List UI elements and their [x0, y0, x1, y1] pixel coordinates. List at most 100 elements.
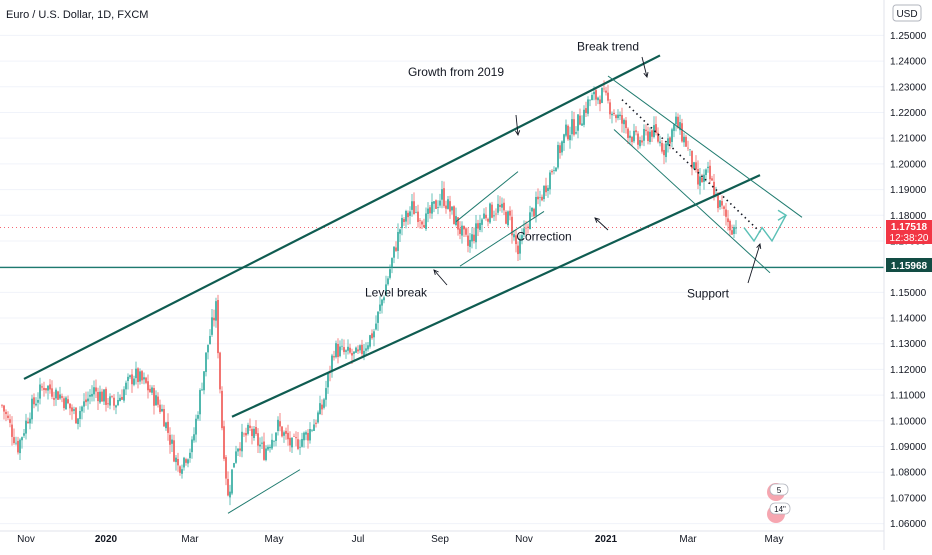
candle-body — [413, 201, 415, 215]
candle-body — [117, 400, 119, 406]
annotation-label: Growth from 2019 — [408, 65, 504, 79]
candle-body — [601, 88, 603, 103]
y-tick-label: 1.22000 — [890, 108, 927, 119]
candle-body — [507, 211, 509, 226]
annotation-arrow — [747, 243, 761, 284]
candle-body — [383, 297, 385, 301]
candle-body — [185, 459, 187, 463]
candle-body — [479, 222, 481, 230]
correction-lower-line[interactable] — [459, 210, 545, 267]
candle-body — [671, 129, 673, 142]
candle-body — [233, 463, 235, 468]
currency-button[interactable]: USD — [892, 4, 922, 22]
current-price-value: 1.17518 — [891, 222, 928, 233]
candle-body — [149, 388, 151, 393]
candle-body — [393, 246, 395, 258]
candle-body — [33, 397, 35, 405]
candle-body — [363, 350, 365, 356]
candle-body — [385, 284, 387, 296]
candle-body — [169, 434, 171, 445]
candle-body — [627, 128, 629, 138]
candle-body — [631, 136, 633, 143]
candle-body — [679, 122, 681, 131]
candle-body — [57, 391, 59, 400]
candle-body — [609, 102, 611, 115]
candle-body — [705, 169, 707, 176]
candle-body — [121, 396, 123, 400]
annotation-arrowhead — [594, 217, 600, 223]
descending-channel-upper[interactable] — [607, 75, 803, 218]
candle-body — [517, 245, 519, 255]
candle-body — [475, 223, 477, 243]
candle-body — [407, 212, 409, 218]
wedge-support-line[interactable] — [227, 469, 301, 514]
candle-body — [505, 211, 507, 224]
candle-body — [161, 408, 163, 412]
candle-body — [499, 204, 501, 207]
candle-body — [101, 391, 103, 402]
candle-body — [395, 247, 397, 251]
correction-upper-line[interactable] — [455, 171, 519, 223]
candle-body — [353, 351, 355, 354]
candle-body — [493, 215, 495, 217]
candle-body — [491, 204, 493, 218]
candle-body — [573, 119, 575, 135]
candle-body — [137, 368, 139, 383]
candle-body — [39, 384, 41, 399]
candle-body — [209, 336, 211, 344]
x-tick-label: Nov — [17, 534, 35, 545]
x-tick-label: May — [765, 534, 784, 545]
y-tick-label: 1.06000 — [890, 519, 927, 530]
candle-body — [19, 439, 21, 454]
candle-body — [7, 415, 9, 418]
overlay-badges[interactable]: 5 14" — [767, 483, 791, 523]
candle-body — [477, 223, 479, 229]
candle-body — [605, 90, 607, 93]
candle-body — [441, 189, 443, 200]
candle-body — [241, 431, 243, 452]
chart-title: Euro / U.S. Dollar, 1D, FXCM — [6, 9, 148, 21]
candle-body — [457, 217, 459, 230]
candle-body — [401, 217, 403, 229]
candle-body — [667, 138, 669, 146]
candle-body — [297, 439, 299, 449]
candle-body — [237, 448, 239, 452]
candle-body — [273, 441, 275, 442]
candle-body — [443, 188, 445, 206]
candle-body — [107, 403, 109, 405]
candle-body — [391, 258, 393, 268]
candle-body — [189, 452, 191, 459]
candle-body — [171, 439, 173, 444]
candle-body — [219, 352, 221, 390]
candle-body — [525, 227, 527, 229]
candle-body — [447, 199, 449, 209]
candle-body — [415, 211, 417, 213]
candle-body — [357, 349, 359, 352]
upper-channel-line[interactable] — [23, 54, 661, 380]
candle-body — [501, 203, 503, 208]
descending-channel-lower[interactable] — [613, 129, 771, 274]
candle-body — [349, 347, 351, 353]
candle-body — [531, 207, 533, 212]
y-tick-label: 1.13000 — [890, 339, 927, 350]
candle-body — [257, 433, 259, 446]
projection-path[interactable] — [743, 214, 787, 243]
y-tick-label: 1.25000 — [890, 31, 927, 42]
candle-body — [497, 203, 499, 213]
candle-body — [633, 130, 635, 142]
lower-channel-line[interactable] — [231, 174, 761, 418]
candle-body — [595, 90, 597, 100]
candle-body — [669, 137, 671, 144]
candle-body — [135, 368, 137, 379]
candle-body — [365, 348, 367, 351]
candle-body — [283, 432, 285, 436]
candle-body — [471, 234, 473, 242]
y-tick-label: 1.14000 — [890, 314, 927, 325]
candle-body — [239, 448, 241, 451]
candle-body — [527, 226, 529, 228]
candle-body — [637, 133, 639, 145]
candle-body — [119, 397, 121, 402]
y-tick-label: 1.07000 — [890, 493, 927, 504]
candle-body — [537, 196, 539, 200]
overlay-badge-14: 14" — [774, 505, 786, 514]
